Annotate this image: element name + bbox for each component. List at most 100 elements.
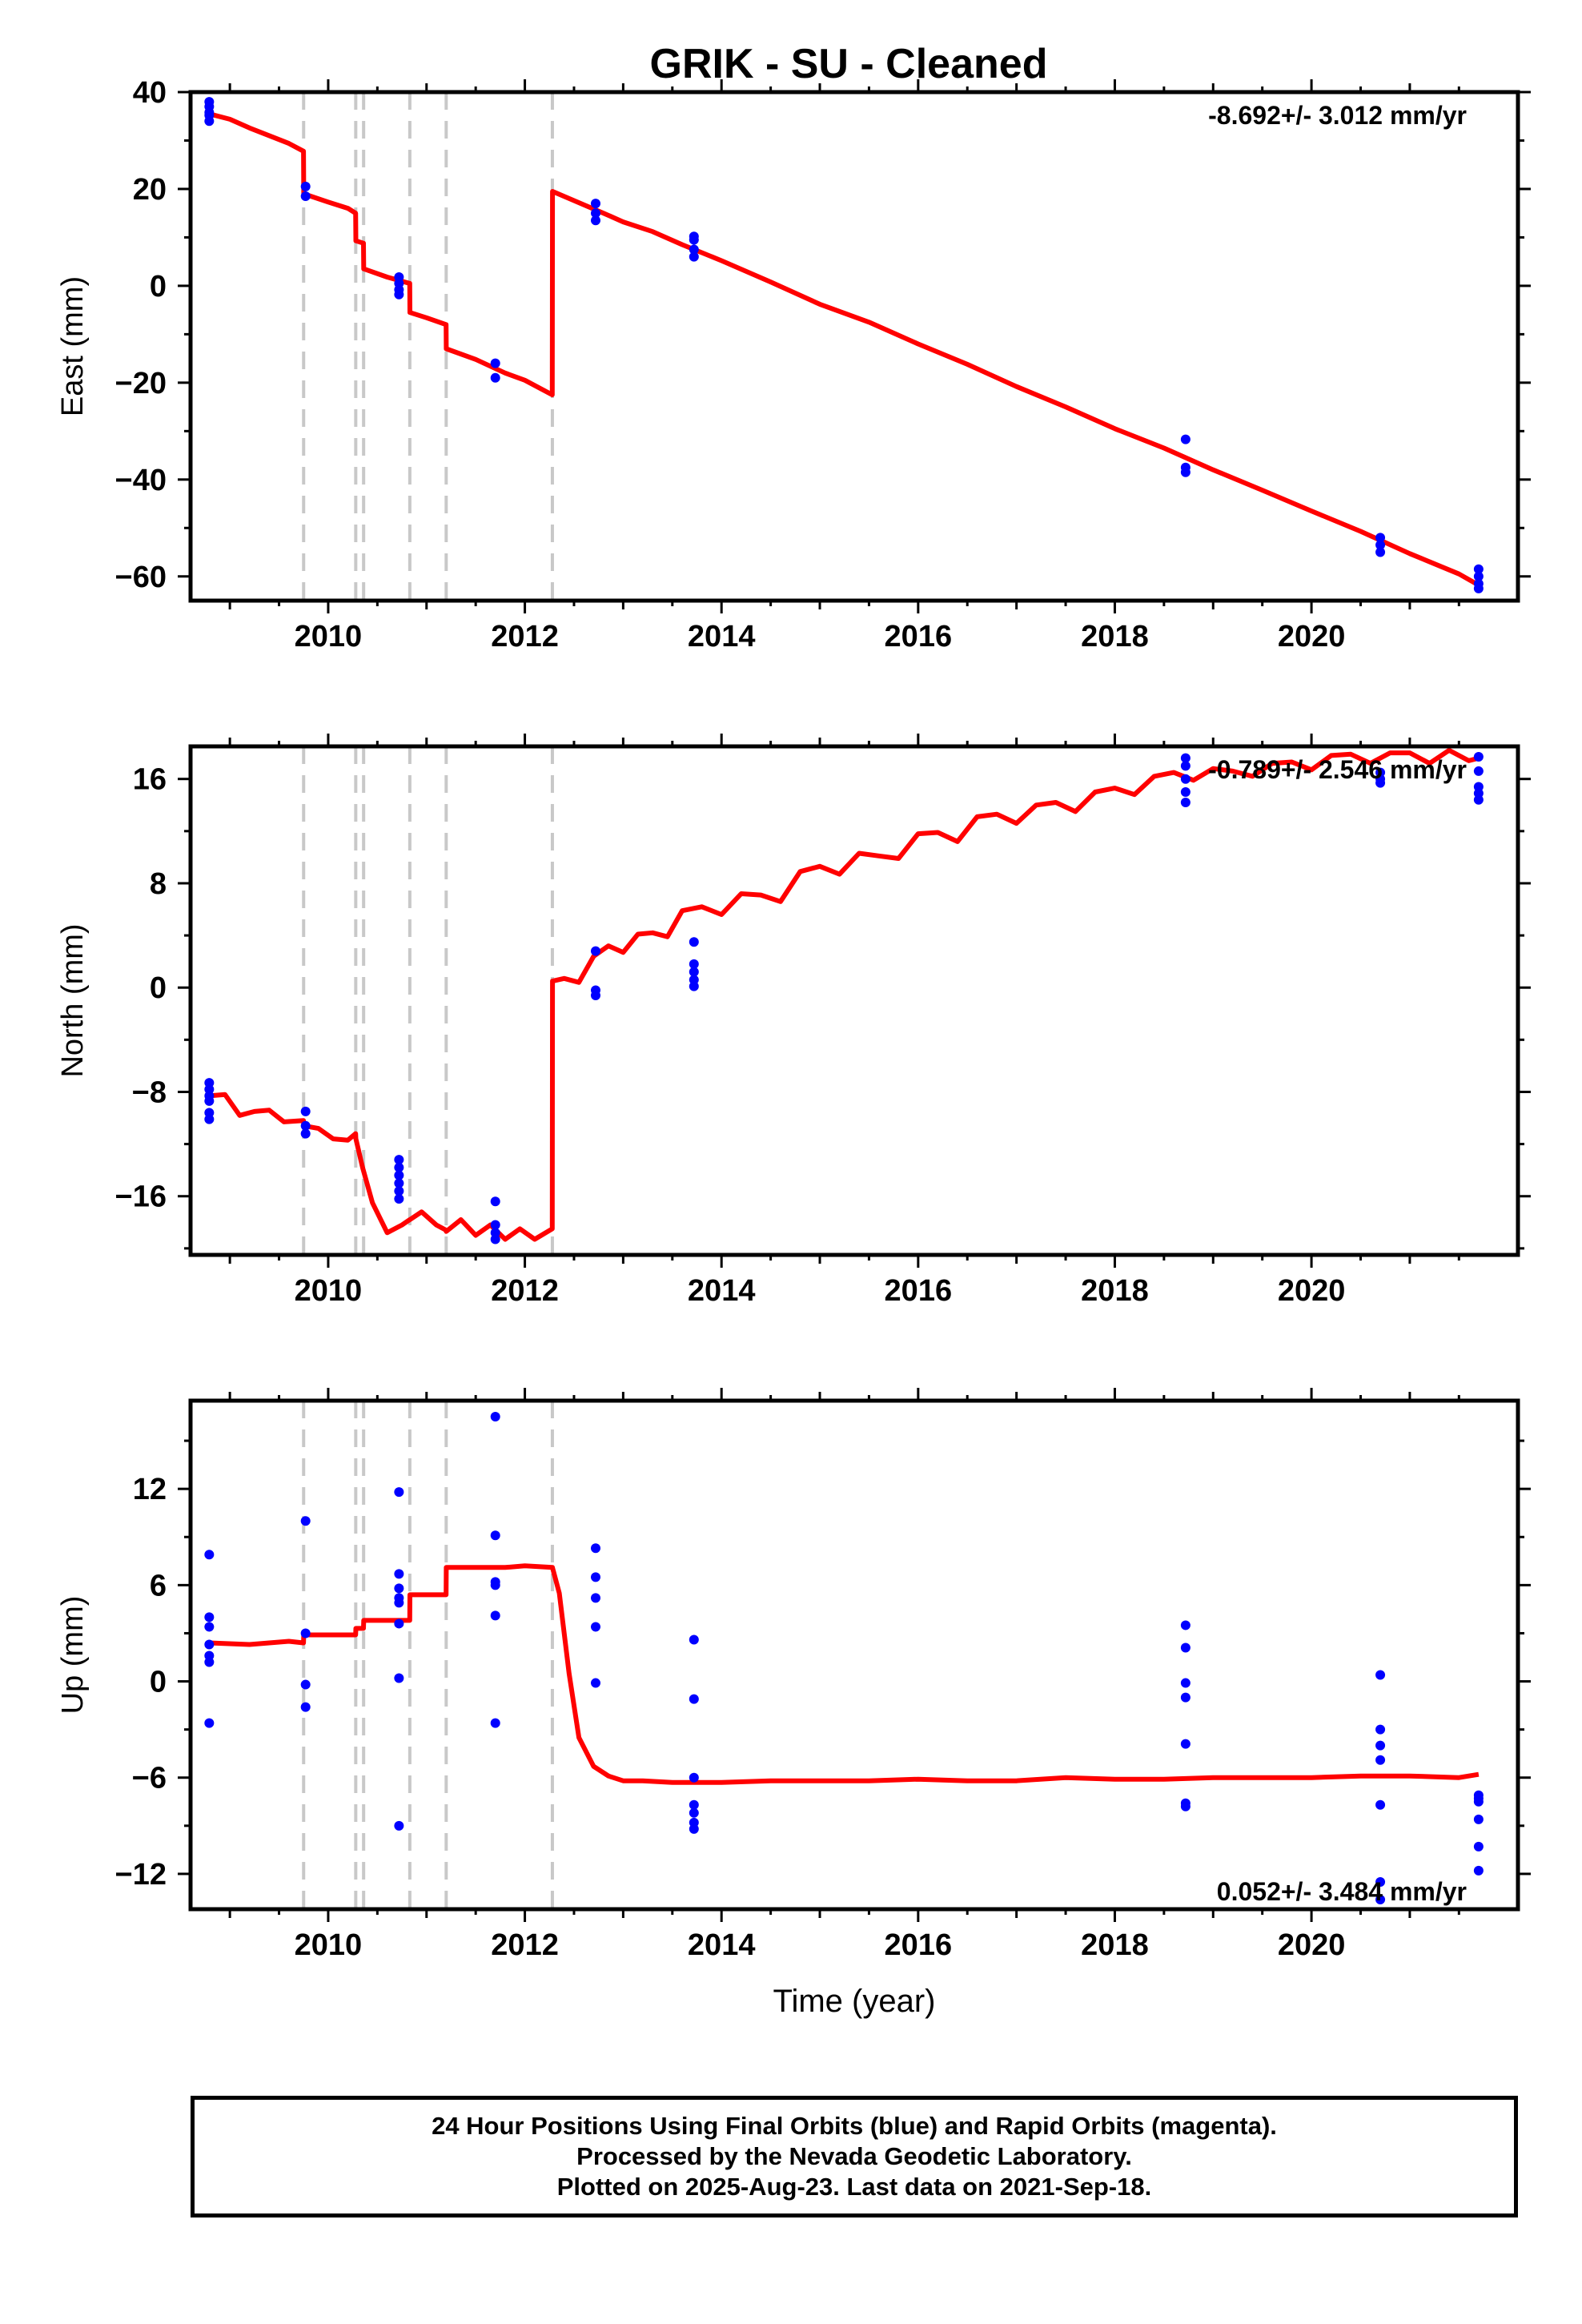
up-data-point — [394, 1487, 404, 1498]
north-x-tick-label: 2016 — [885, 1274, 953, 1308]
north-data-point — [394, 1155, 404, 1165]
up-data-point — [1180, 1739, 1191, 1749]
east-data-point — [1180, 434, 1191, 444]
up-data-point — [394, 1569, 404, 1579]
north-data-point — [394, 1186, 404, 1196]
north-data-point — [490, 1220, 500, 1230]
east-y-ticks: −60 −40 −20 0 20 40 — [115, 76, 1531, 594]
up-x-tick-label: 2010 — [295, 1928, 363, 1962]
up-data-point — [394, 1820, 404, 1831]
east-data-point — [689, 244, 699, 255]
up-data-point — [394, 1598, 404, 1608]
up-data-point — [394, 1673, 404, 1683]
north-data-point — [300, 1128, 311, 1139]
east-x-tick-label: 2016 — [885, 620, 953, 653]
up-data-point — [1473, 1793, 1484, 1803]
up-data-point — [1375, 1755, 1386, 1765]
up-data-point — [204, 1550, 215, 1560]
up-data-point — [1375, 1740, 1386, 1751]
up-data-point — [1473, 1814, 1484, 1824]
north-y-tick-label: 16 — [133, 763, 167, 797]
north-data-point — [1473, 766, 1484, 776]
up-data-point — [204, 1657, 215, 1667]
east-rate-label: -8.692+/- 3.012 mm/yr — [1208, 101, 1467, 130]
east-y-tick-label: 40 — [133, 76, 167, 110]
footer-line-2: Processed by the Nevada Geodetic Laborat… — [576, 2142, 1132, 2170]
north-y-axis-label: North (mm) — [56, 923, 90, 1077]
up-data-point — [689, 1799, 699, 1810]
north-y-tick-label: 8 — [150, 867, 167, 901]
up-plot-frame — [188, 1398, 1520, 1912]
north-data-point — [300, 1106, 311, 1116]
north-x-tick-label: 2020 — [1278, 1274, 1346, 1308]
up-data-point — [689, 1772, 699, 1783]
up-data-point — [1180, 1801, 1191, 1811]
east-plot-frame — [188, 90, 1520, 603]
up-data-point — [1375, 1894, 1386, 1904]
up-data-point — [1375, 1724, 1386, 1735]
east-data-point — [394, 289, 404, 300]
east-data-point — [1473, 571, 1484, 581]
up-data-point — [689, 1807, 699, 1818]
east-data-point — [300, 181, 311, 191]
up-data-point — [689, 1694, 699, 1704]
up-data-point — [204, 1612, 215, 1622]
east-y-tick-label: 0 — [150, 270, 167, 304]
north-data-point — [394, 1162, 404, 1172]
up-data-point — [1180, 1692, 1191, 1703]
north-data-point — [394, 1178, 404, 1188]
north-x-tick-label: 2018 — [1081, 1274, 1149, 1308]
east-data-point — [1473, 564, 1484, 574]
north-data-point — [689, 967, 699, 977]
north-data-point — [490, 1234, 500, 1244]
east-x-tick-label: 2018 — [1081, 620, 1149, 653]
up-data-point — [590, 1622, 600, 1632]
north-data-point — [1473, 794, 1484, 805]
up-data-point — [300, 1516, 311, 1526]
up-x-tick-label: 2012 — [491, 1928, 559, 1962]
up-rate-label: 0.052+/- 3.484 mm/yr — [1217, 1877, 1467, 1906]
up-data-point — [590, 1593, 600, 1603]
up-y-tick-label: −6 — [132, 1762, 167, 1795]
north-data-point — [204, 1096, 215, 1106]
north-data-point — [590, 990, 600, 1000]
east-data-point — [1375, 540, 1386, 550]
up-y-tick-label: −12 — [115, 1858, 167, 1892]
up-data-point — [1180, 1678, 1191, 1688]
up-breaks — [302, 1401, 554, 1909]
east-breaks — [302, 92, 554, 601]
footer-line-3: Plotted on 2025-Aug-23. Last data on 202… — [556, 2173, 1152, 2201]
north-panel: 2010 2012 2014 2016 2018 2020 −16 −8 0 8 16 North… — [56, 734, 1531, 1308]
up-data-point — [689, 1823, 699, 1834]
up-panel: 2010 2012 2014 2016 2018 2020 −12 −6 0 6 12 Up (m… — [56, 1388, 1531, 1962]
north-data-point — [490, 1196, 500, 1207]
north-data-point — [394, 1170, 404, 1180]
up-x-tick-label: 2014 — [688, 1928, 756, 1962]
east-data-point — [1375, 533, 1386, 543]
up-y-tick-label: 12 — [133, 1473, 167, 1506]
north-data-point — [204, 1114, 215, 1124]
east-model-line — [208, 111, 1480, 588]
east-data-point — [689, 235, 699, 245]
up-data-point — [300, 1702, 311, 1712]
north-data-point — [590, 946, 600, 956]
north-x-tick-label: 2014 — [688, 1274, 756, 1308]
footer-caption-box: 24 Hour Positions Using Final Orbits (bl… — [191, 2096, 1518, 2217]
north-model-line — [209, 747, 1480, 1242]
north-data-point — [689, 959, 699, 969]
up-data-point — [689, 1634, 699, 1645]
north-rate-label: -0.789+/- 2.546 mm/yr — [1208, 755, 1467, 784]
chart-title: GRIK - SU - Cleaned — [650, 41, 1048, 87]
north-final-orbit-points — [204, 752, 1484, 1244]
north-x-ticks: 2010 2012 2014 2016 2018 2020 — [228, 734, 1460, 1308]
north-y-tick-label: 0 — [150, 971, 167, 1005]
east-x-tick-label: 2012 — [491, 620, 559, 653]
north-y-ticks: −16 −8 0 8 16 — [115, 763, 1531, 1250]
up-data-point — [204, 1639, 215, 1650]
up-x-tick-label: 2018 — [1081, 1928, 1149, 1962]
up-data-point — [204, 1718, 215, 1728]
north-data-point — [300, 1120, 311, 1131]
up-data-point — [490, 1530, 500, 1541]
east-data-point — [590, 208, 600, 219]
